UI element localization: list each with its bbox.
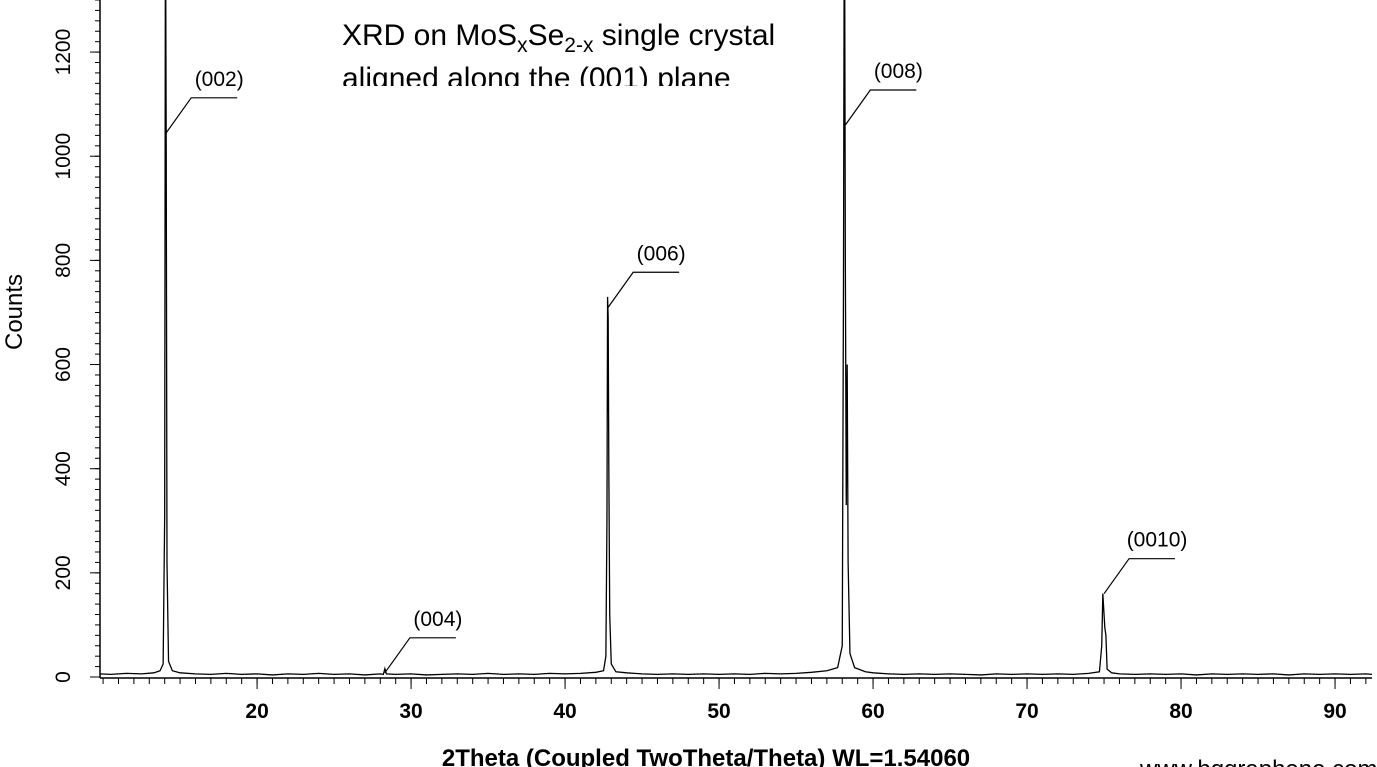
annotation-leader <box>844 89 917 126</box>
spectrum-line <box>100 0 1373 676</box>
annotation-label: (004) <box>413 608 462 631</box>
watermark: www.hqgraphene.com <box>1139 756 1377 767</box>
plot-area <box>100 0 1373 676</box>
x-tick-label: 80 <box>1169 700 1192 723</box>
annotation-label: (0010) <box>1127 529 1188 552</box>
x-tick-label: 40 <box>553 700 576 723</box>
annotation-leader <box>1103 558 1176 595</box>
x-tick-label: 60 <box>861 700 884 723</box>
title-group: XRD on MoSxSe2-x single crystal aligned … <box>342 19 775 95</box>
x-tick-label: 20 <box>245 700 268 723</box>
y-tick-label: 200 <box>52 555 75 590</box>
y-axis-label: Counts <box>1 274 28 350</box>
x-tick-label: 30 <box>399 700 422 723</box>
x-axis-label: 2Theta (Coupled TwoTheta/Theta) WL=1.540… <box>442 745 970 767</box>
x-tick-label: 50 <box>707 700 730 723</box>
chart-title: XRD on MoSxSe2-x single crystal <box>342 19 775 57</box>
annotation-label: (006) <box>637 242 686 265</box>
title-subscript: x <box>517 34 528 57</box>
annotation-leader <box>607 271 680 308</box>
y-tick-label: 1000 <box>52 133 75 180</box>
title-part: Se <box>528 19 565 52</box>
annotation-label: (002) <box>195 68 244 91</box>
y-tick-label: 600 <box>52 347 75 382</box>
x-tick-label: 70 <box>1015 700 1038 723</box>
y-tick-label: 1200 <box>52 29 75 76</box>
annotation-leader <box>165 97 238 134</box>
annotation-label: (008) <box>874 60 923 83</box>
y-tick-label: 400 <box>52 451 75 486</box>
chart-title-line2: aligned along the (001) plane <box>342 62 731 95</box>
title-part: XRD on MoS <box>342 19 517 52</box>
y-tick-label: 800 <box>52 243 75 278</box>
title-part: single crystal <box>593 19 775 52</box>
title-subscript: 2-x <box>564 34 594 57</box>
y-tick-label: 0 <box>52 671 75 683</box>
annotation-leader <box>384 637 456 674</box>
x-tick-label: 90 <box>1323 700 1346 723</box>
